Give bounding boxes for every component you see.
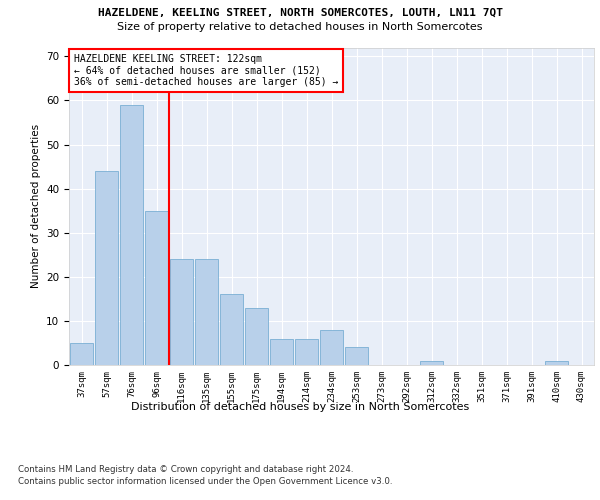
Text: HAZELDENE KEELING STREET: 122sqm
← 64% of detached houses are smaller (152)
36% : HAZELDENE KEELING STREET: 122sqm ← 64% o…: [74, 54, 338, 87]
Text: Contains HM Land Registry data © Crown copyright and database right 2024.: Contains HM Land Registry data © Crown c…: [18, 465, 353, 474]
Bar: [170, 259, 193, 365]
Bar: [270, 338, 293, 365]
Bar: [345, 348, 368, 365]
Bar: [145, 210, 168, 365]
Bar: [70, 343, 93, 365]
Bar: [195, 259, 218, 365]
Bar: [320, 330, 343, 365]
Bar: [295, 338, 318, 365]
Bar: [420, 360, 443, 365]
Bar: [120, 105, 143, 365]
Bar: [95, 171, 118, 365]
Text: Distribution of detached houses by size in North Somercotes: Distribution of detached houses by size …: [131, 402, 469, 412]
Bar: [220, 294, 243, 365]
Bar: [245, 308, 268, 365]
Bar: [545, 360, 568, 365]
Y-axis label: Number of detached properties: Number of detached properties: [31, 124, 41, 288]
Text: Size of property relative to detached houses in North Somercotes: Size of property relative to detached ho…: [117, 22, 483, 32]
Text: HAZELDENE, KEELING STREET, NORTH SOMERCOTES, LOUTH, LN11 7QT: HAZELDENE, KEELING STREET, NORTH SOMERCO…: [97, 8, 503, 18]
Text: Contains public sector information licensed under the Open Government Licence v3: Contains public sector information licen…: [18, 478, 392, 486]
